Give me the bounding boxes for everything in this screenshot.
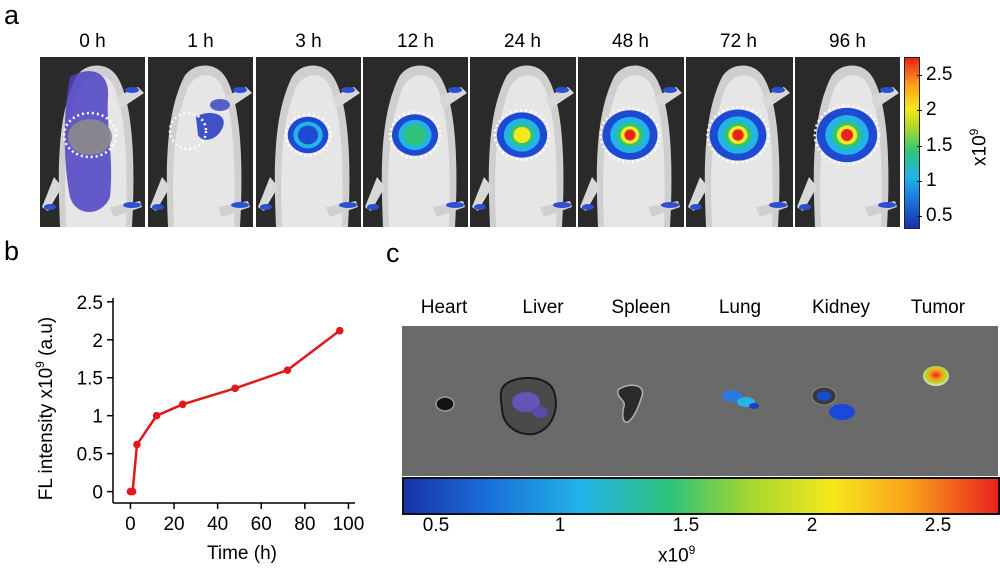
panel-a-colorbar-unit: x109 — [967, 128, 991, 166]
organ-label: Tumor — [910, 297, 966, 318]
liver-organ — [499, 376, 557, 436]
y-axis-label-text: FL intensity x10 — [36, 368, 57, 500]
mouse-image — [256, 57, 361, 227]
timepoint-label: 24 h — [504, 31, 541, 52]
x-tick-label: 80 — [294, 514, 315, 535]
colorbar-tick-mark — [917, 110, 922, 112]
y-tick-label: 2.5 — [77, 293, 103, 314]
colorbar-tick-mark — [917, 74, 922, 76]
colorbar-tick-label: 2 — [926, 99, 937, 121]
colorbar-tick-label: 0.5 — [926, 205, 953, 227]
fl-intensity-point — [152, 411, 161, 420]
timepoint-label: 1 h — [187, 31, 214, 52]
mouse-image — [686, 57, 793, 227]
fl-intensity-point — [231, 384, 239, 393]
y-axis-label: FL intensity x109 (a.u) — [33, 317, 57, 500]
colorbar-tick-label: 1.5 — [672, 515, 700, 536]
mouse-image — [578, 57, 684, 227]
panel-a-colorbar — [904, 57, 920, 229]
colorbar-tick-label: 2.5 — [924, 515, 952, 536]
panel-a-letter: a — [4, 0, 20, 30]
y-tick-label: 1 — [92, 407, 103, 428]
mouse-image — [148, 57, 253, 227]
heart-organ — [435, 396, 455, 412]
colorbar-tick-label: 1 — [554, 515, 566, 536]
tumor-organ — [923, 366, 949, 386]
timepoint-label: 12 h — [397, 31, 434, 52]
panel-c-colorbar — [402, 477, 1000, 515]
x-tick-label: 60 — [251, 514, 272, 535]
x-tick-label: 20 — [163, 514, 184, 535]
mouse-image — [795, 57, 900, 227]
fl-intensity-point — [335, 326, 344, 335]
fl-intensity-point — [283, 366, 292, 374]
organ-label: Heart — [420, 297, 468, 318]
colorbar-tick-label: 1.5 — [926, 134, 953, 156]
organ-label: Spleen — [611, 297, 671, 318]
kidney-organ — [811, 386, 855, 420]
timepoint-label: 0 h — [79, 31, 106, 52]
organ-label: Liver — [522, 297, 564, 318]
y-axis-label-unit: (a.u) — [36, 317, 57, 361]
timepoint-label: 96 h — [829, 31, 866, 52]
mouse-image — [470, 57, 576, 227]
x-tick-label: 40 — [207, 514, 228, 535]
mouse-image — [40, 57, 145, 227]
timepoint-label: 72 h — [720, 31, 757, 52]
x-tick-label: 0 — [125, 514, 136, 535]
fl-intensity-point — [133, 440, 141, 449]
fl-intensity-line — [130, 329, 341, 493]
organ-label: Lung — [718, 297, 762, 318]
mouse-image — [363, 57, 468, 227]
panel-b-letter: b — [4, 236, 20, 266]
colorbar-tick-label: 2 — [806, 515, 818, 536]
y-tick-label: 0 — [92, 483, 103, 504]
y-axis-label-exponent: 9 — [33, 361, 47, 368]
x-tick-label: 100 — [333, 514, 365, 535]
spleen-organ — [617, 384, 644, 423]
timepoint-label: 48 h — [612, 31, 649, 52]
panel-b-line-chart: 0 0.5 1 1.5 2 2.5 0 20 40 60 80 100 Time (h) FL inten… — [33, 293, 365, 564]
organ-label: Kidney — [811, 297, 871, 318]
y-tick-label: 2 — [92, 331, 103, 352]
ex-vivo-organ-image — [402, 326, 998, 476]
panel-c-colorbar-unit: x109 — [658, 543, 696, 567]
timepoint-label: 3 h — [295, 31, 322, 52]
lung-organ — [722, 390, 759, 409]
colorbar-tick-mark — [917, 216, 922, 218]
y-tick-label: 0.5 — [77, 445, 103, 466]
colorbar-tick-label: 0.5 — [422, 515, 450, 536]
y-tick-label: 1.5 — [77, 369, 103, 390]
fl-intensity-point — [178, 400, 187, 409]
x-axis-label: Time (h) — [207, 543, 277, 564]
colorbar-tick-label: 2.5 — [926, 63, 953, 85]
colorbar-tick-label: 1 — [926, 169, 937, 191]
colorbar-tick-mark — [917, 180, 922, 182]
fl-intensity-point — [128, 487, 137, 496]
panel-c-letter: c — [386, 238, 400, 268]
colorbar-tick-mark — [917, 145, 922, 147]
